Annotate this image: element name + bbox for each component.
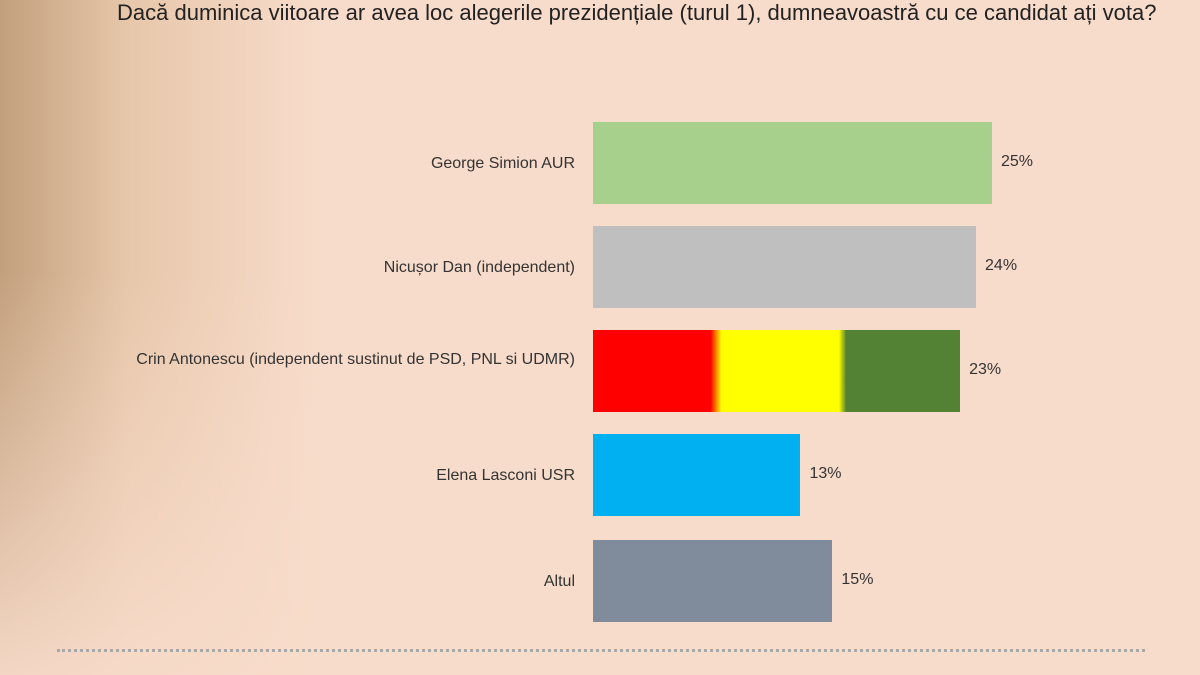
category-label: George Simion AUR (430, 154, 575, 172)
bar-3 (593, 434, 801, 516)
value-label: 24% (985, 257, 1018, 274)
value-label: 15% (841, 571, 874, 588)
value-label: 25% (1001, 153, 1034, 170)
value-label: 23% (969, 361, 1002, 378)
bar-4 (593, 540, 833, 622)
background-fade (0, 0, 320, 675)
chart-title: Dacă duminica viitoare ar avea loc alege… (117, 0, 1157, 25)
category-label: Altul (543, 572, 575, 590)
category-label: Nicușor Dan (independent) (383, 258, 575, 276)
bar-0 (593, 122, 992, 204)
category-label: Crin Antonescu (independent sustinut de … (136, 351, 575, 368)
bar-2 (593, 330, 961, 412)
value-label: 13% (809, 465, 842, 482)
category-label: Elena Lasconi USR (436, 466, 575, 484)
dotted-divider (57, 649, 1145, 652)
bar-1 (593, 226, 977, 308)
